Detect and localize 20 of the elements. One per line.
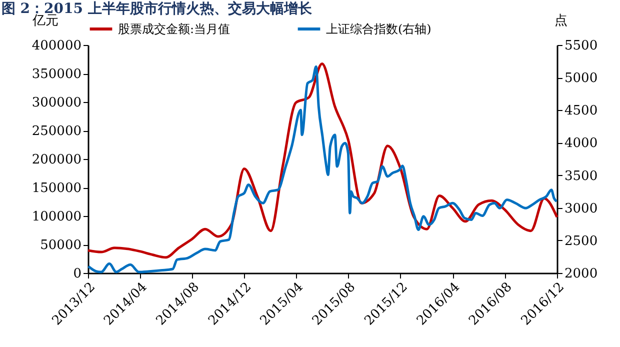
y2-tick-label: 4000 xyxy=(564,136,598,152)
y-tick-label: 100000 xyxy=(32,210,82,224)
y2-tick-label: 2000 xyxy=(564,266,598,282)
legend-label: 上证综合指数(右轴) xyxy=(326,22,432,36)
y-tick-label: 250000 xyxy=(32,124,82,139)
y2-tick-label: 4500 xyxy=(564,104,598,119)
y-tick-label: 50000 xyxy=(40,238,82,253)
y-tick-label: 0 xyxy=(73,266,82,282)
y-tick-label: 400000 xyxy=(32,38,82,54)
y2-axis-title: 点 xyxy=(554,14,568,28)
y-tick-label: 350000 xyxy=(32,67,82,82)
y-tick-label: 150000 xyxy=(32,181,82,196)
y-tick-label: 200000 xyxy=(32,152,82,168)
legend-label: 股票成交金额:当月值 xyxy=(118,22,230,36)
y2-tick-label: 3500 xyxy=(564,168,598,184)
y2-tick-label: 3000 xyxy=(564,201,598,216)
y-tick-label: 300000 xyxy=(32,96,82,110)
y2-tick-label: 5000 xyxy=(564,71,598,86)
y2-tick-label: 5500 xyxy=(564,38,598,54)
y2-tick-label: 2500 xyxy=(564,234,598,249)
